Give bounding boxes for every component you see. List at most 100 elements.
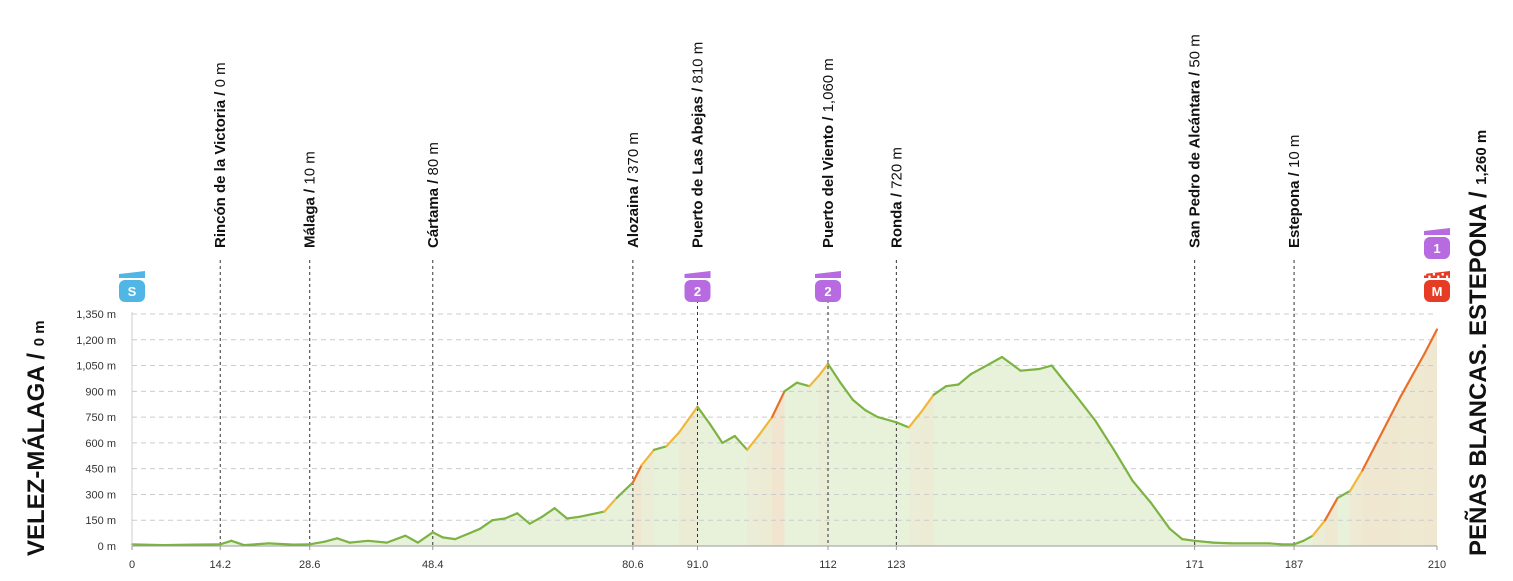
profile-line-segment: [652, 445, 668, 451]
profile-line-layer: [130, 328, 1439, 547]
profile-line-segment: [640, 448, 656, 467]
profile-line-segment: [721, 434, 736, 444]
x-tick-label: 123: [887, 559, 905, 571]
profile-line-segment: [1131, 479, 1153, 505]
profile-line-segment: [130, 543, 165, 547]
x-tick-label: 28.6: [299, 559, 320, 571]
profile-line-segment: [876, 416, 898, 424]
profile-line-segment: [944, 383, 960, 388]
profile-line-segment: [733, 434, 749, 451]
gradient-fill-segment: [1424, 329, 1437, 546]
x-tick-label: 80.6: [622, 559, 643, 571]
profile-line-segment: [441, 536, 457, 541]
y-tick-label: 1,050 m: [76, 361, 116, 373]
start-elevation: 0 m: [31, 320, 48, 346]
waypoint-label: Rincón de la Victoria / 0 m: [212, 62, 229, 248]
climb-category-badge-body: [684, 280, 711, 302]
profile-line-segment: [1112, 448, 1134, 482]
waypoint-elevation: 10 m: [1286, 135, 1303, 168]
waypoint-name: Málaga /: [302, 185, 319, 248]
waypoint-name: Estepona /: [1286, 168, 1303, 248]
profile-line-segment: [696, 405, 712, 426]
profile-line-segment: [1268, 542, 1283, 546]
waypoint-elevation: 720 m: [888, 147, 905, 189]
profile-line-segment: [528, 515, 544, 525]
waypoint-name: Rincón de la Victoria /: [212, 87, 229, 248]
gradient-fill-segment: [921, 394, 934, 546]
profile-fill-layer: [132, 329, 1437, 546]
profile-line-segment: [1373, 421, 1389, 448]
profile-line-segment: [404, 534, 419, 544]
y-tick-label: 900 m: [85, 386, 116, 398]
badge-layer: S 2 2 1 M: [119, 228, 1450, 302]
profile-line-segment: [466, 527, 482, 536]
profile-line-segment: [770, 390, 786, 419]
profile-line-segment: [503, 512, 519, 520]
profile-line-segment: [219, 539, 233, 546]
profile-line-segment: [336, 537, 351, 544]
finish-climb-badge-body: [1424, 237, 1450, 259]
gradient-fill-segment: [1325, 497, 1338, 546]
profile-line-segment: [431, 531, 444, 539]
profile-line-segment: [982, 355, 1004, 369]
profile-line-segment: [851, 398, 867, 412]
start-name: VELEZ-MÁLAGA /: [22, 346, 50, 556]
finish-badge-body: [1424, 280, 1450, 302]
profile-line-segment: [603, 496, 618, 513]
y-tick-label: 150 m: [85, 515, 116, 527]
x-tick-label: 48.4: [422, 559, 443, 571]
profile-line-segment: [907, 410, 923, 429]
climb-category-badge-body: [815, 280, 841, 302]
profile-line-segment: [758, 416, 774, 436]
profile-line-segment: [746, 433, 761, 451]
profile-line-segment: [1302, 534, 1314, 542]
waypoint-label: Alozaina / 370 m: [625, 132, 642, 248]
y-tick-label: 300 m: [85, 489, 116, 501]
finish-label: PEÑAS BLANCAS. ESTEPONA / 1,260 m: [1464, 130, 1492, 556]
profile-line-segment: [665, 431, 681, 448]
profile-line-segment: [795, 381, 811, 388]
x-tick-label: 187: [1285, 559, 1303, 571]
profile-line-segment: [1062, 379, 1078, 398]
waypoint-layer: Rincón de la Victoria / 0 m Málaga / 10 m…: [212, 34, 1303, 546]
profile-line-segment: [864, 409, 879, 419]
profile-line-segment: [1193, 539, 1215, 544]
profile-line-segment: [615, 481, 635, 499]
gradient-fill-segment: [678, 406, 698, 546]
profile-line-segment: [631, 464, 643, 484]
profile-line-segment: [516, 512, 531, 525]
waypoint-label: Ronda / 720 m: [888, 147, 905, 248]
grid-layer: [132, 313, 1437, 521]
waypoint-name: San Pedro de Alcántara /: [1187, 68, 1204, 248]
axis-layer: 0 m 150 m 300 m 450 m 600 m 750 m 900 m 1,050 m…: [76, 309, 1446, 571]
profile-line-segment: [478, 519, 494, 530]
finish-name: PEÑAS BLANCAS. ESTEPONA /: [1464, 185, 1492, 556]
gradient-fill-segment: [1362, 446, 1375, 546]
gradient-fill-segment: [818, 363, 828, 546]
profile-line-segment: [565, 515, 581, 520]
profile-line-segment: [1094, 419, 1116, 451]
x-tick-label: 112: [819, 559, 837, 571]
gradient-fill-segment: [1374, 422, 1388, 546]
profile-line-segment: [969, 366, 985, 376]
profile-line-segment: [839, 381, 855, 401]
profile-line-segment: [1000, 355, 1022, 372]
checkered-square: [1446, 275, 1449, 278]
waypoint-elevation: 1,060 m: [820, 58, 837, 112]
checkered-square: [1441, 273, 1444, 276]
checkered-square: [1428, 275, 1431, 278]
climb-category-badge: 2: [684, 271, 711, 302]
waypoint-elevation: 810 m: [690, 42, 707, 84]
gradient-fill-segment: [1312, 520, 1326, 546]
waypoint-elevation: 370 m: [625, 132, 642, 174]
profile-line-segment: [932, 385, 948, 396]
waypoint-name: Cártama /: [425, 175, 442, 248]
profile-line-segment: [1181, 537, 1196, 542]
profile-line-segment: [1212, 541, 1234, 545]
profile-line-segment: [267, 542, 295, 546]
profile-line-segment: [1311, 519, 1327, 537]
waypoint-label: Estepona / 10 m: [1286, 135, 1303, 248]
profile-line-segment: [553, 507, 569, 520]
gradient-fill-segment: [1412, 353, 1425, 546]
